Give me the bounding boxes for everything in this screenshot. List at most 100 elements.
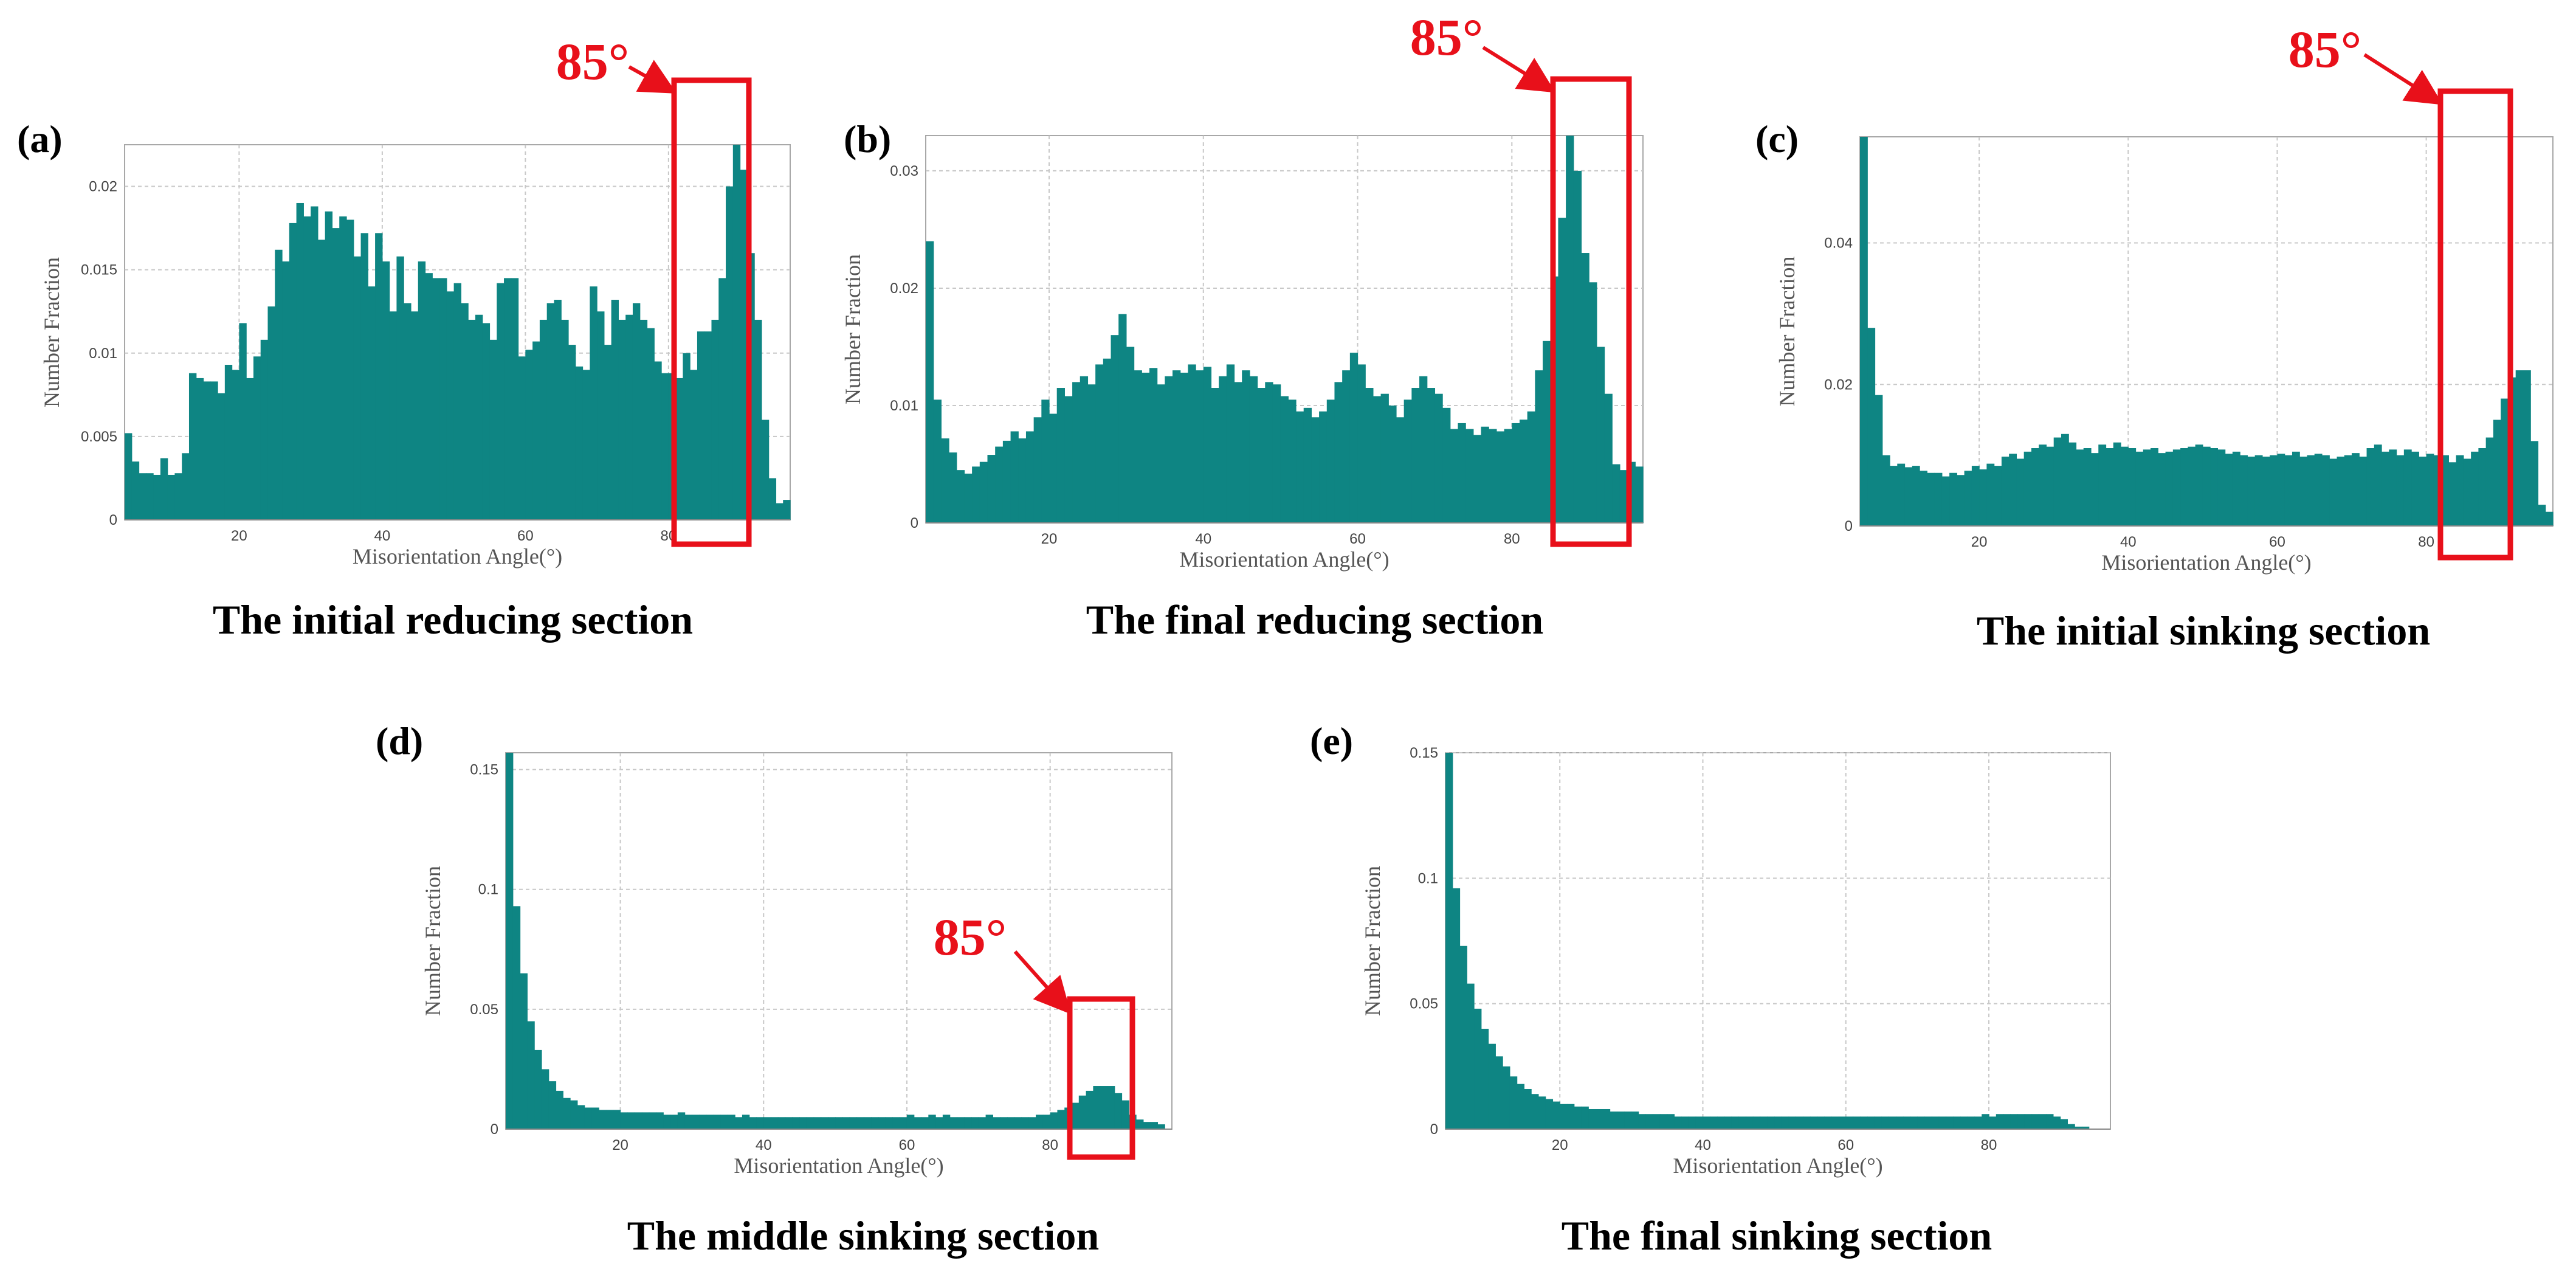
annotation-label: 85° (2288, 20, 2361, 78)
histogram-bar (1967, 1116, 1975, 1129)
histogram-bar (2240, 455, 2248, 526)
histogram-bar (368, 286, 376, 520)
histogram-bar (690, 370, 698, 520)
histogram-bar (2010, 1114, 2018, 1129)
histogram-bar (1638, 1114, 1646, 1129)
histogram-bar (2448, 462, 2457, 526)
histogram-bar (1434, 393, 1443, 523)
histogram-bar (1512, 423, 1520, 523)
histogram-bar (1645, 1114, 1653, 1129)
histogram-bar (1604, 393, 1613, 523)
histogram-bar (2523, 370, 2531, 526)
histogram-bar (1752, 1116, 1761, 1129)
y-tick-label: 0.02 (1824, 376, 1853, 393)
histogram-bar (1746, 1116, 1754, 1129)
histogram-bar (1986, 463, 1995, 526)
histogram-bar (926, 241, 934, 523)
histogram-bar (539, 319, 548, 520)
histogram-bar (1610, 1111, 1617, 1129)
histogram-bar (461, 303, 469, 520)
histogram-bar (2538, 505, 2546, 526)
histogram-bar (554, 300, 562, 520)
histogram-bar (964, 473, 973, 523)
histogram-bar (1566, 136, 1574, 523)
x-axis-label: Misorientation Angle(°) (2101, 550, 2311, 575)
histogram-bar (1025, 431, 1035, 523)
histogram-bar (1196, 370, 1204, 523)
histogram-bar (777, 1117, 786, 1129)
histogram-bar (253, 356, 261, 520)
histogram-bar (2121, 446, 2129, 526)
y-tick-label: 0 (109, 512, 117, 528)
histogram-bar (683, 353, 690, 520)
histogram-bar (987, 455, 996, 523)
panel-label: (c) (1755, 117, 1799, 161)
histogram-bar (956, 470, 965, 523)
histogram-bar (1272, 384, 1281, 523)
histogram-bar (978, 1117, 987, 1129)
histogram-bar (1442, 407, 1451, 523)
histogram-bar (699, 1115, 707, 1129)
histogram-bar (546, 303, 555, 520)
histogram-bar (1326, 399, 1335, 523)
histogram-bar (885, 1117, 893, 1129)
histogram-bar (684, 1115, 693, 1129)
x-tick-label: 60 (899, 1137, 915, 1153)
histogram-bar (2046, 1114, 2054, 1129)
histogram-bar (1107, 1086, 1115, 1129)
histogram-bar (2003, 1114, 2011, 1129)
x-tick-label: 20 (231, 528, 247, 544)
histogram-bar (1941, 476, 1950, 526)
histogram-bar (2411, 451, 2419, 526)
histogram-bar (2515, 370, 2524, 526)
x-tick-label: 60 (1837, 1137, 1854, 1153)
histogram-bar (2307, 455, 2315, 526)
x-tick-label: 40 (756, 1137, 772, 1153)
histogram-bar (928, 1115, 936, 1129)
histogram-bar (570, 1100, 578, 1129)
histogram-bar (563, 1098, 571, 1129)
histogram-bar (1875, 395, 1883, 526)
histogram-bar (2463, 458, 2471, 526)
histogram-bar (914, 1117, 922, 1129)
histogram-bar (2314, 454, 2323, 526)
histogram-bar (735, 1117, 743, 1129)
histogram-bar (1982, 1114, 1989, 1129)
histogram-bar (446, 291, 455, 520)
histogram-bar (1653, 1114, 1661, 1129)
histogram-bar (303, 216, 311, 520)
histogram-bar (1021, 1117, 1029, 1129)
y-tick-label: 0.1 (1418, 870, 1438, 887)
histogram-bar (1342, 370, 1351, 523)
histogram-bar (692, 1115, 700, 1129)
histogram-bar (2322, 455, 2330, 526)
histogram-bar (1731, 1116, 1739, 1129)
histogram-bar (1527, 411, 1535, 523)
histogram-bar (1545, 1099, 1554, 1129)
histogram-bar (1667, 1114, 1675, 1129)
y-tick-label: 0.02 (89, 179, 117, 195)
histogram-bar (2352, 453, 2360, 526)
histogram-bar (1334, 382, 1343, 523)
histogram-bar (1036, 1115, 1044, 1129)
histogram-bar (1695, 1116, 1704, 1129)
histogram-bar (224, 364, 233, 520)
histogram-bar (139, 473, 146, 520)
histogram-bar (647, 328, 655, 520)
histogram-bar (1427, 388, 1436, 523)
histogram-bar (1142, 372, 1150, 523)
x-tick-label: 60 (1349, 531, 1366, 547)
histogram-bar (1767, 1116, 1775, 1129)
panel-label: (a) (17, 117, 63, 161)
histogram-bar (1558, 218, 1566, 523)
histogram-bar (864, 1117, 872, 1129)
histogram-bar (2180, 448, 2188, 526)
histogram-bar (604, 345, 612, 520)
histogram-bar (1781, 1116, 1789, 1129)
histogram-bar (1458, 423, 1466, 523)
histogram-bar (1974, 1116, 1982, 1129)
histogram-bar (1114, 1093, 1123, 1129)
histogram-bar (339, 216, 347, 520)
histogram-bar (1509, 1076, 1518, 1129)
histogram-bar (1602, 1108, 1611, 1129)
